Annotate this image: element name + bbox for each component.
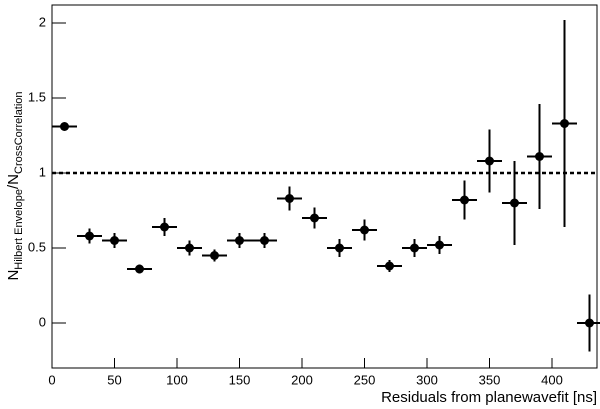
y-tick-label: 1.5 [28,89,46,104]
data-point [435,240,444,250]
x-tick-label: 100 [166,372,188,387]
data-point [235,236,244,245]
data-point [510,198,519,208]
y-label-sub: CrossCorrelation [13,91,25,174]
data-point [160,222,169,232]
y-tick-label: 2 [39,14,46,29]
x-tick-label: 150 [229,372,251,387]
y-tick-label: 1 [39,164,46,179]
x-tick-label: 0 [48,372,55,387]
x-tick-label: 250 [354,372,376,387]
x-tick-label: 400 [541,372,563,387]
data-point [85,231,94,241]
data-point [210,251,219,260]
data-point [585,318,594,328]
data-point [110,236,119,245]
y-label-sub: Hilbert Envelope [13,189,25,270]
data-point [535,152,544,161]
data-point [460,195,469,205]
y-label-part: /N [5,174,22,189]
y-tick-label: 0.5 [28,239,46,254]
data-point [335,243,344,253]
y-axis-label: NHilbert Envelope/NCrossCorrelation [5,91,25,280]
data-point [185,243,194,253]
x-axis-label: Residuals from planewavefit [ns] [381,389,597,406]
y-tick-label: 0 [39,314,46,329]
y-label-part: N [5,270,22,281]
data-point [135,264,144,274]
data-point [285,194,294,203]
plot-frame [51,4,598,369]
data-point [560,119,569,128]
data-point [385,261,394,271]
x-tick-label: 300 [416,372,438,387]
data-point [485,156,494,166]
data-point [360,225,369,235]
x-tick-label: 350 [479,372,501,387]
x-tick-label: 50 [107,372,121,387]
data-point [60,122,69,131]
x-tick-label: 200 [291,372,313,387]
data-point [310,213,319,223]
data-point [410,243,419,253]
data-point [260,236,269,245]
